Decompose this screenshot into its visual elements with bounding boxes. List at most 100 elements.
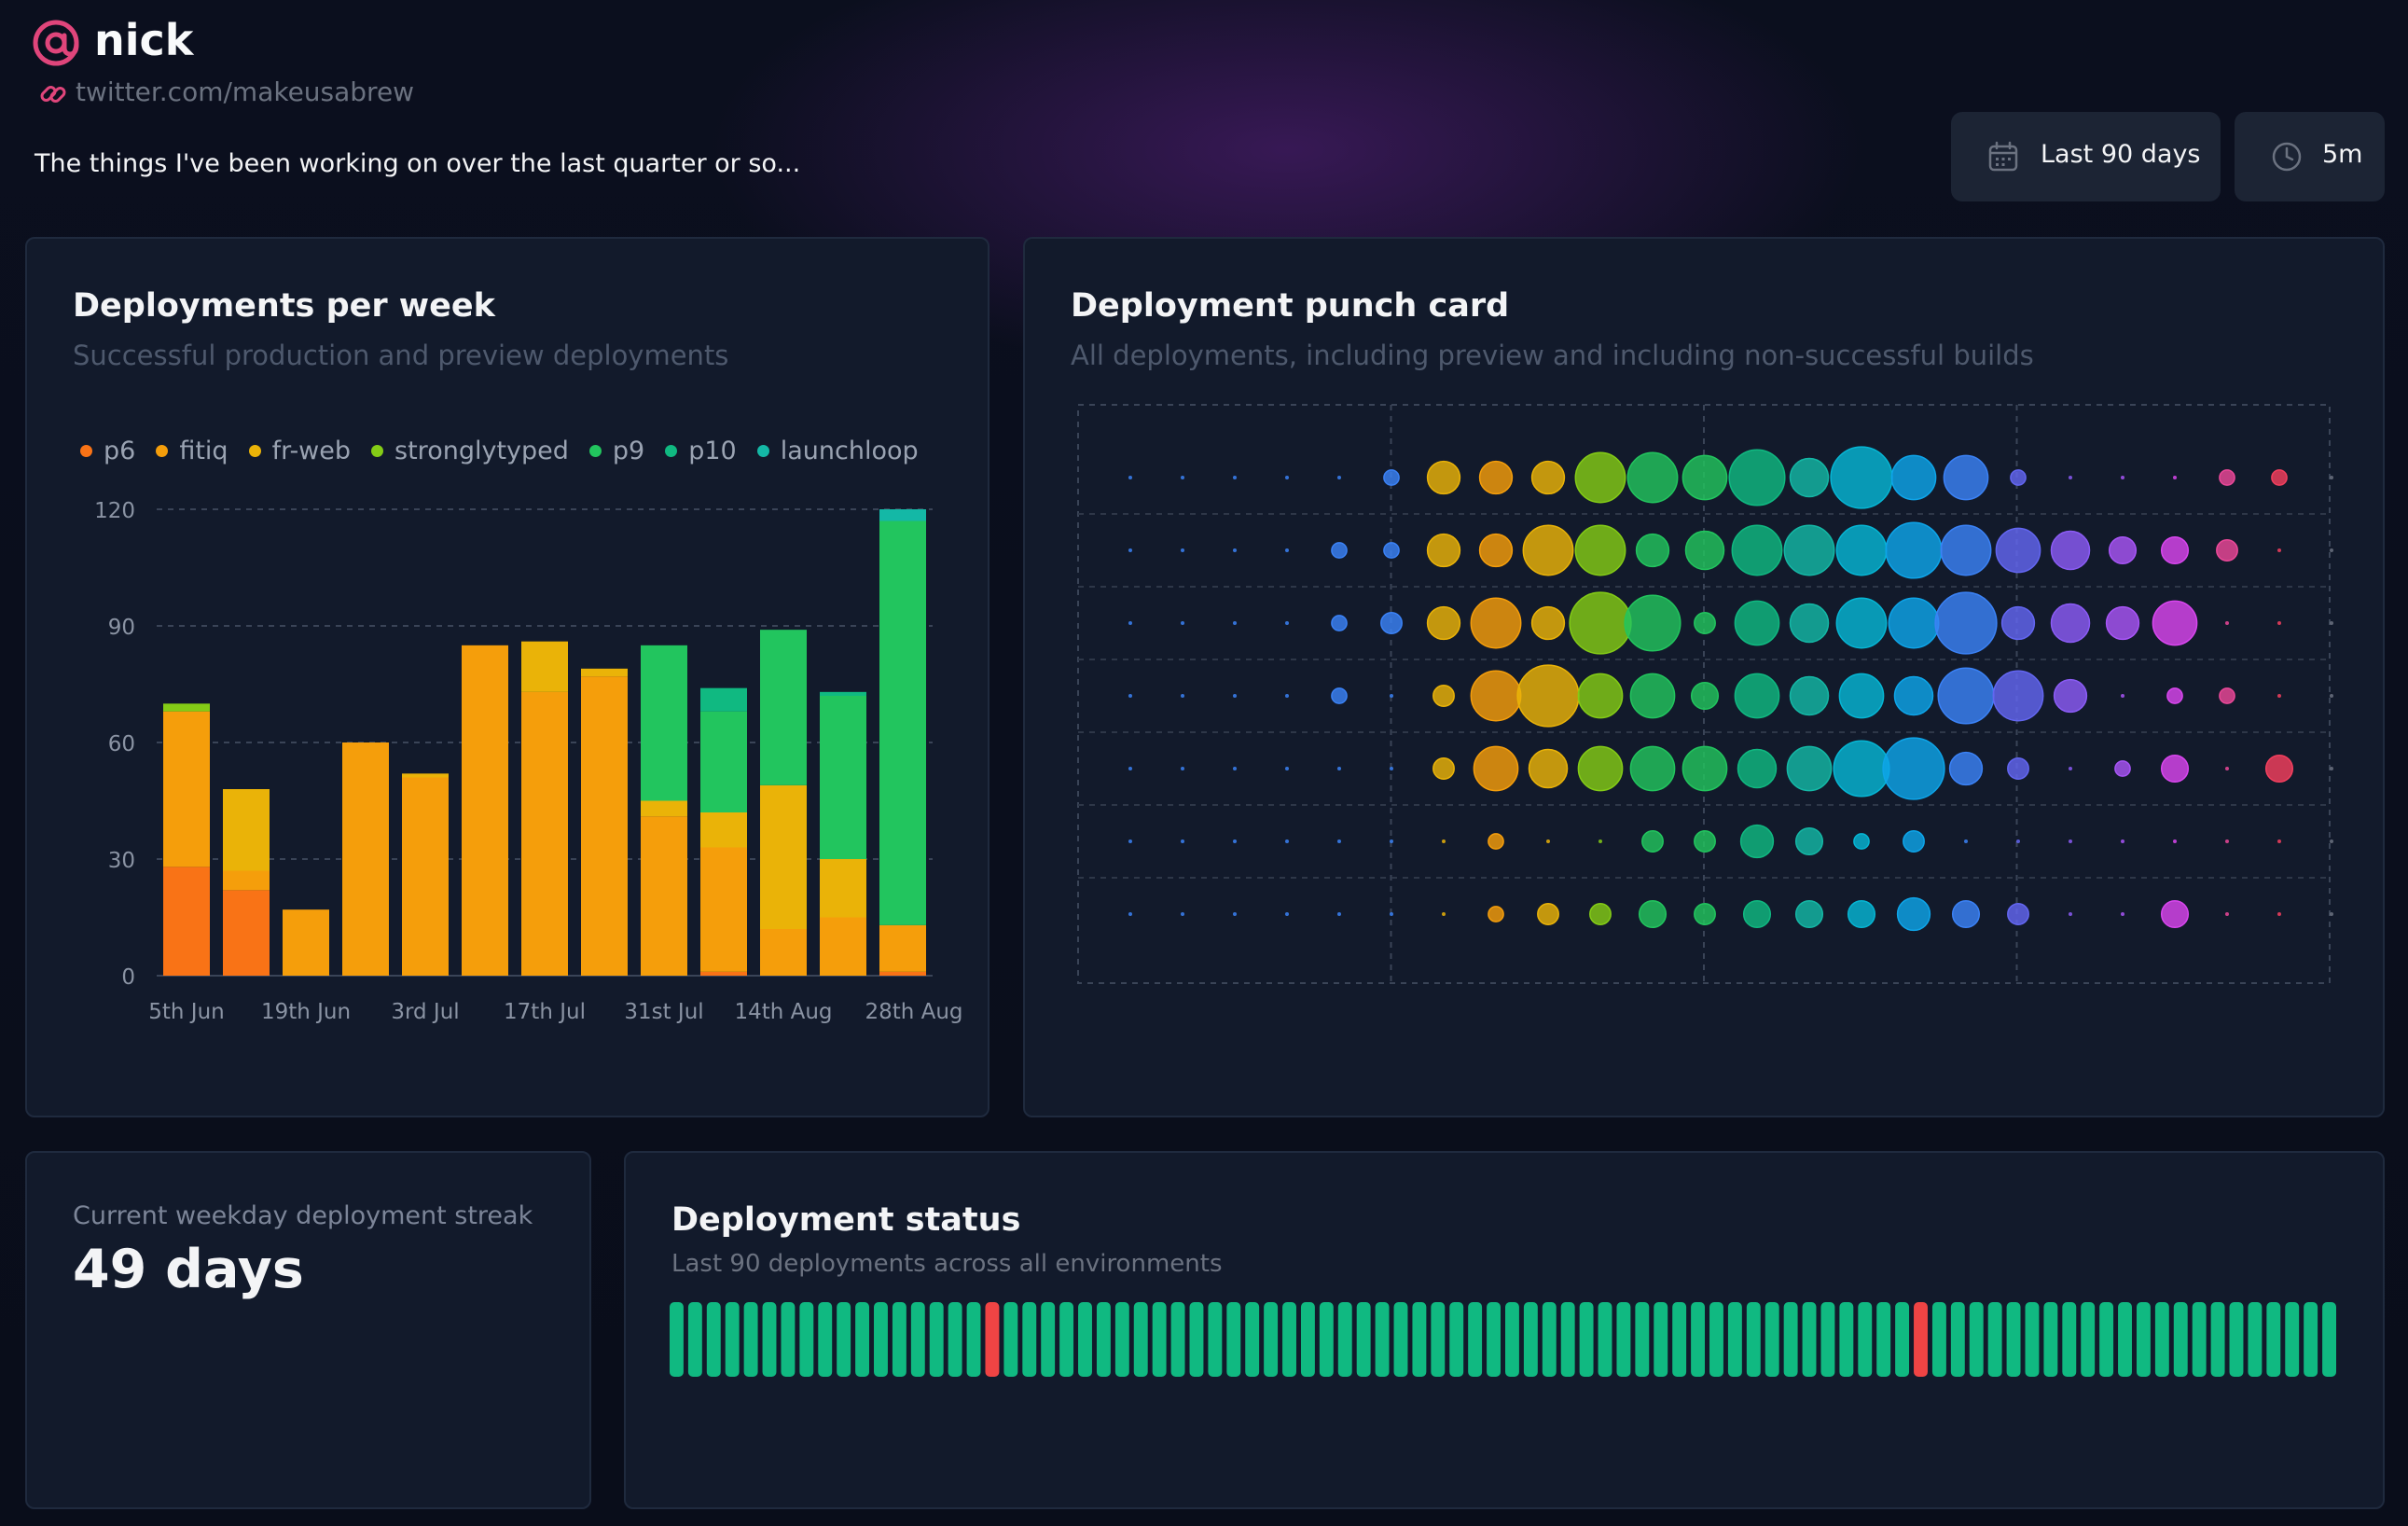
status-bar-success[interactable] (2025, 1302, 2040, 1377)
punch-card-bubble[interactable] (2264, 754, 2294, 784)
punch-card-bubble[interactable] (1285, 767, 1289, 770)
punch-card-bubble[interactable] (1383, 542, 1400, 559)
status-bar-success[interactable] (2248, 1302, 2263, 1377)
punch-card-bubble[interactable] (2160, 899, 2190, 929)
status-bar-success[interactable] (2229, 1302, 2244, 1377)
status-bar-success[interactable] (743, 1302, 758, 1377)
punch-card-bubble[interactable] (2330, 621, 2333, 625)
punch-card-bubble[interactable] (1694, 830, 1716, 853)
punch-card-bubble[interactable] (1331, 542, 1348, 559)
punch-card-bubble[interactable] (1181, 912, 1184, 916)
status-bar-success[interactable] (1764, 1302, 1779, 1377)
punch-card-bubble[interactable] (1530, 460, 1566, 495)
punch-card-bubble[interactable] (2121, 912, 2124, 916)
punch-card-bubble[interactable] (1285, 476, 1289, 479)
punch-card-bubble[interactable] (1488, 833, 1504, 850)
punch-card-bubble[interactable] (1426, 533, 1461, 568)
punch-card-bubble[interactable] (1786, 745, 1833, 792)
punch-card-bubble[interactable] (2330, 548, 2333, 552)
punch-card-bubble[interactable] (1331, 615, 1348, 631)
punch-card-bubble[interactable] (1937, 667, 1995, 725)
punch-card-bubble[interactable] (1128, 621, 1132, 625)
status-bar-success[interactable] (1969, 1302, 1984, 1377)
punch-card-bubble[interactable] (1522, 524, 1574, 576)
punch-card-bubble[interactable] (1598, 839, 1602, 843)
punch-card-bubble[interactable] (1626, 451, 1679, 504)
punch-card-bubble[interactable] (1629, 673, 1676, 719)
bar-segment-p10[interactable] (700, 687, 747, 712)
punch-card-bubble[interactable] (1390, 694, 1393, 698)
punch-card-bubble[interactable] (2069, 912, 2072, 916)
status-bar-success[interactable] (2081, 1302, 2096, 1377)
legend-item[interactable]: p6 (80, 437, 135, 465)
punch-card-bubble[interactable] (1337, 912, 1341, 916)
punch-card-bubble[interactable] (1181, 621, 1184, 625)
punch-card-bubble[interactable] (2016, 839, 2020, 843)
punch-card-bubble[interactable] (2160, 754, 2190, 784)
status-bar-success[interactable] (2136, 1302, 2151, 1377)
status-bar-success[interactable] (1449, 1302, 1464, 1377)
punch-card-bubble[interactable] (1574, 524, 1626, 576)
bar-segment-fitiq[interactable] (521, 691, 568, 976)
punch-card-bubble[interactable] (1641, 830, 1664, 853)
status-bar-success[interactable] (2173, 1302, 2188, 1377)
punch-card-bubble[interactable] (1337, 476, 1341, 479)
status-bar-success[interactable] (1208, 1302, 1223, 1377)
legend-item[interactable]: launchloop (756, 437, 919, 465)
punch-card-bubble[interactable] (1285, 839, 1289, 843)
status-bar-success[interactable] (2006, 1302, 2021, 1377)
bar-segment-p9[interactable] (700, 711, 747, 812)
punch-card-bubble[interactable] (2000, 605, 2036, 641)
status-bar-success[interactable] (1987, 1302, 2002, 1377)
punch-card-bubble[interactable] (1577, 745, 1624, 792)
punch-card-bubble[interactable] (2114, 760, 2131, 777)
punch-card-bubble[interactable] (1390, 912, 1393, 916)
punch-card-bubble[interactable] (1426, 460, 1461, 495)
punch-card-bubble[interactable] (2330, 694, 2333, 698)
status-bar-success[interactable] (1802, 1302, 1817, 1377)
punch-card-bubble[interactable] (2050, 603, 2091, 644)
status-bar-success[interactable] (1579, 1302, 1594, 1377)
status-bar-success[interactable] (1820, 1302, 1835, 1377)
bar-segment-fitiq[interactable] (760, 929, 807, 976)
punch-card-bubble[interactable] (1473, 745, 1519, 792)
bar-segment-fitiq[interactable] (820, 917, 866, 977)
status-bar-success[interactable] (837, 1302, 851, 1377)
legend-item[interactable]: fr-web (248, 437, 351, 465)
status-bar-success[interactable] (1895, 1302, 1910, 1377)
status-bar-success[interactable] (1672, 1302, 1687, 1377)
punch-card-bubble[interactable] (2225, 621, 2229, 625)
punch-card-bubble[interactable] (1731, 524, 1783, 576)
status-bar-success[interactable] (762, 1302, 777, 1377)
status-bar-success[interactable] (1022, 1302, 1037, 1377)
punch-card-bubble[interactable] (1181, 548, 1184, 552)
status-bar-success[interactable] (1616, 1302, 1631, 1377)
punch-card-bubble[interactable] (1638, 899, 1668, 929)
punch-card-bubble[interactable] (2173, 839, 2177, 843)
status-bar-success[interactable] (1337, 1302, 1352, 1377)
status-bar-success[interactable] (1709, 1302, 1723, 1377)
status-bar-success[interactable] (2266, 1302, 2281, 1377)
status-bar-success[interactable] (2043, 1302, 2058, 1377)
status-bar-success[interactable] (2210, 1302, 2225, 1377)
status-bar-success[interactable] (1152, 1302, 1167, 1377)
punch-card-bubble[interactable] (1488, 906, 1504, 923)
punch-card-bubble[interactable] (2069, 476, 2072, 479)
punch-card-bubble[interactable] (1684, 530, 1725, 571)
status-bar-success[interactable] (1114, 1302, 1129, 1377)
punch-card-bubble[interactable] (1951, 899, 1981, 929)
status-bar-success[interactable] (2322, 1302, 2336, 1377)
punch-card-bubble[interactable] (2277, 621, 2281, 625)
status-bar-success[interactable] (799, 1302, 814, 1377)
bar-segment-p6[interactable] (879, 971, 926, 976)
profile-link[interactable]: twitter.com/makeusabrew (76, 76, 415, 107)
status-bar-success[interactable] (1003, 1302, 1018, 1377)
punch-card-bubble[interactable] (1233, 548, 1237, 552)
status-bar-success[interactable] (2062, 1302, 2077, 1377)
status-bar-success[interactable] (1505, 1302, 1519, 1377)
bar-segment-fitiq[interactable] (700, 847, 747, 972)
punch-card-bubble[interactable] (2053, 678, 2088, 714)
punch-card-bubble[interactable] (1835, 524, 1888, 576)
status-bar-success[interactable] (1876, 1302, 1891, 1377)
punch-card-bubble[interactable] (2173, 476, 2177, 479)
